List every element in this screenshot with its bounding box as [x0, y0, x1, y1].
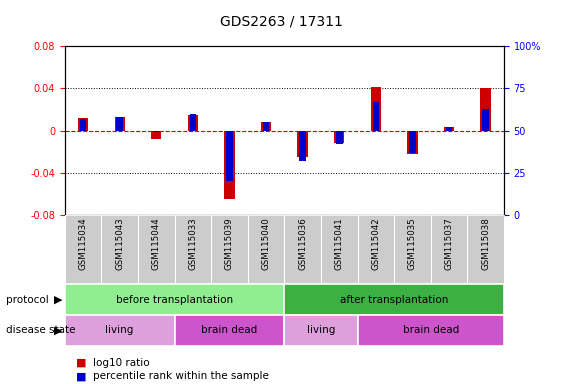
Bar	[187, 115, 198, 131]
Text: GSM115042: GSM115042	[372, 217, 380, 270]
Bar	[446, 127, 452, 131]
Bar	[284, 315, 358, 346]
Bar	[175, 315, 284, 346]
Bar	[373, 102, 379, 131]
Bar	[482, 109, 489, 131]
Text: ▶: ▶	[53, 325, 62, 335]
Text: before transplantation: before transplantation	[116, 295, 233, 305]
Bar	[224, 131, 235, 199]
Text: GDS2263 / 17311: GDS2263 / 17311	[220, 14, 343, 28]
Bar	[336, 131, 342, 144]
Bar	[226, 131, 233, 181]
Text: GSM115036: GSM115036	[298, 217, 307, 270]
Bar	[151, 131, 162, 139]
Bar	[300, 131, 306, 161]
Text: GSM115043: GSM115043	[115, 217, 124, 270]
Bar	[480, 88, 491, 131]
Text: ■: ■	[76, 358, 87, 368]
Text: GSM115033: GSM115033	[189, 217, 197, 270]
Text: GSM115039: GSM115039	[225, 217, 234, 270]
Bar	[190, 114, 196, 131]
Bar	[117, 117, 123, 131]
Text: living: living	[307, 325, 335, 335]
Bar	[334, 131, 345, 143]
Text: percentile rank within the sample: percentile rank within the sample	[93, 371, 269, 381]
Text: protocol: protocol	[6, 295, 48, 305]
Text: log10 ratio: log10 ratio	[93, 358, 150, 368]
Bar	[78, 118, 88, 131]
Bar	[114, 117, 125, 131]
Bar	[80, 119, 86, 131]
Text: disease state: disease state	[6, 325, 75, 335]
Bar	[297, 131, 308, 157]
Bar	[284, 284, 504, 315]
Bar	[444, 127, 454, 131]
Text: brain dead: brain dead	[202, 325, 257, 335]
Bar	[263, 122, 269, 131]
Bar	[358, 315, 504, 346]
Bar	[65, 315, 175, 346]
Bar	[153, 131, 159, 132]
Text: GSM115044: GSM115044	[152, 217, 160, 270]
Text: GSM115041: GSM115041	[335, 217, 343, 270]
Text: GSM115037: GSM115037	[445, 217, 453, 270]
Bar	[409, 131, 415, 152]
Bar	[65, 284, 284, 315]
Text: GSM115035: GSM115035	[408, 217, 417, 270]
Text: ▶: ▶	[53, 295, 62, 305]
Text: ■: ■	[76, 371, 87, 381]
Bar	[370, 87, 381, 131]
Text: GSM115040: GSM115040	[262, 217, 270, 270]
Bar	[407, 131, 418, 154]
Text: after transplantation: after transplantation	[340, 295, 448, 305]
Text: GSM115034: GSM115034	[79, 217, 87, 270]
Bar	[261, 122, 271, 131]
Text: living: living	[105, 325, 134, 335]
Text: GSM115038: GSM115038	[481, 217, 490, 270]
Text: brain dead: brain dead	[403, 325, 459, 335]
